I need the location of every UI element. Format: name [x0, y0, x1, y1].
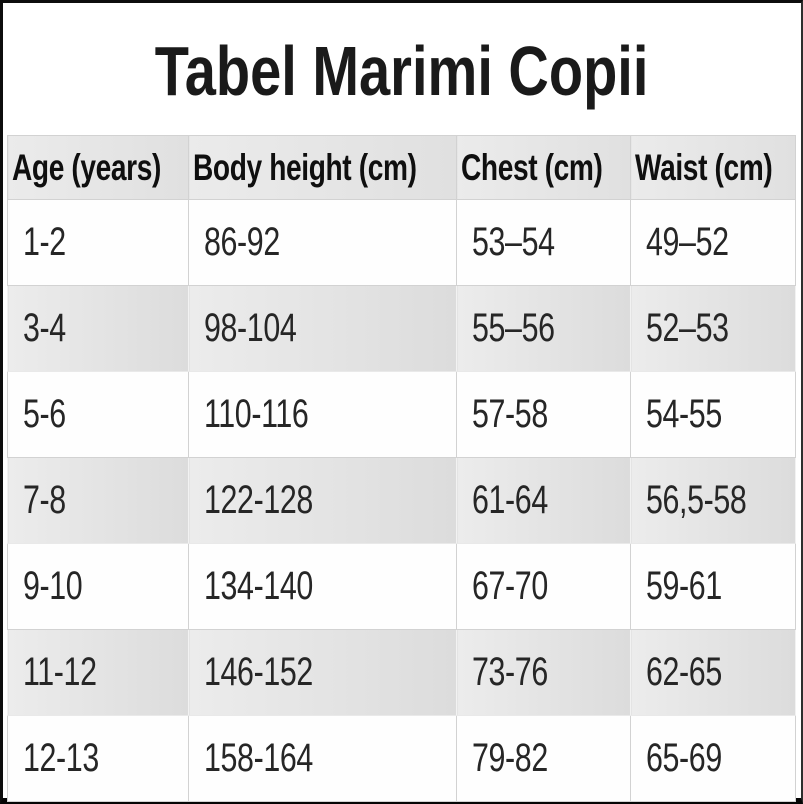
table-cell: 11-12: [7, 629, 189, 716]
header-cell-chest: Chest (cm): [456, 135, 631, 200]
table-cell: 57-58: [456, 371, 631, 458]
table-cell: 134-140: [188, 543, 457, 630]
table-row: 12-13 158-164 79-82 65-69: [7, 715, 796, 802]
page-title: Tabel Marimi Copii: [155, 32, 649, 110]
table-cell: 62-65: [630, 629, 796, 716]
table-cell: 55–56: [456, 285, 631, 372]
header-row: Age (years) Body height (cm) Chest (cm) …: [7, 135, 796, 200]
table-cell: 65-69: [630, 715, 796, 802]
table-cell: 1-2: [7, 199, 189, 286]
table-cell: 5-6: [7, 371, 189, 458]
table-cell: 146-152: [188, 629, 457, 716]
table-row: 7-8 122-128 61-64 56,5-58: [7, 457, 796, 544]
table-cell: 67-70: [456, 543, 631, 630]
table-cell: 59-61: [630, 543, 796, 630]
table-row: 9-10 134-140 67-70 59-61: [7, 543, 796, 630]
table-cell: 9-10: [7, 543, 189, 630]
header-cell-waist: Waist (cm): [630, 135, 796, 200]
table-row: 3-4 98-104 55–56 52–53: [7, 285, 796, 372]
table-cell: 54-55: [630, 371, 796, 458]
table-row: 11-12 146-152 73-76 62-65: [7, 629, 796, 716]
table-row: 1-2 86-92 53–54 49–52: [7, 199, 796, 286]
table-cell: 52–53: [630, 285, 796, 372]
table-cell: 56,5-58: [630, 457, 796, 544]
header-cell-age: Age (years): [7, 135, 189, 200]
table-cell: 49–52: [630, 199, 796, 286]
table-row: 5-6 110-116 57-58 54-55: [7, 371, 796, 458]
table-cell: 122-128: [188, 457, 457, 544]
table-cell: 73-76: [456, 629, 631, 716]
table-cell: 7-8: [7, 457, 189, 544]
table-cell: 61-64: [456, 457, 631, 544]
table-cell: 79-82: [456, 715, 631, 802]
table-cell: 53–54: [456, 199, 631, 286]
title-area: Tabel Marimi Copii: [3, 3, 801, 135]
header-cell-body-height: Body height (cm): [188, 135, 457, 200]
children-size-table: Age (years) Body height (cm) Chest (cm) …: [7, 135, 796, 802]
table-cell: 158-164: [188, 715, 457, 802]
table-cell: 98-104: [188, 285, 457, 372]
table-cell: 3-4: [7, 285, 189, 372]
table-cell: 86-92: [188, 199, 457, 286]
table-cell: 12-13: [7, 715, 189, 802]
table-cell: 110-116: [188, 371, 457, 458]
